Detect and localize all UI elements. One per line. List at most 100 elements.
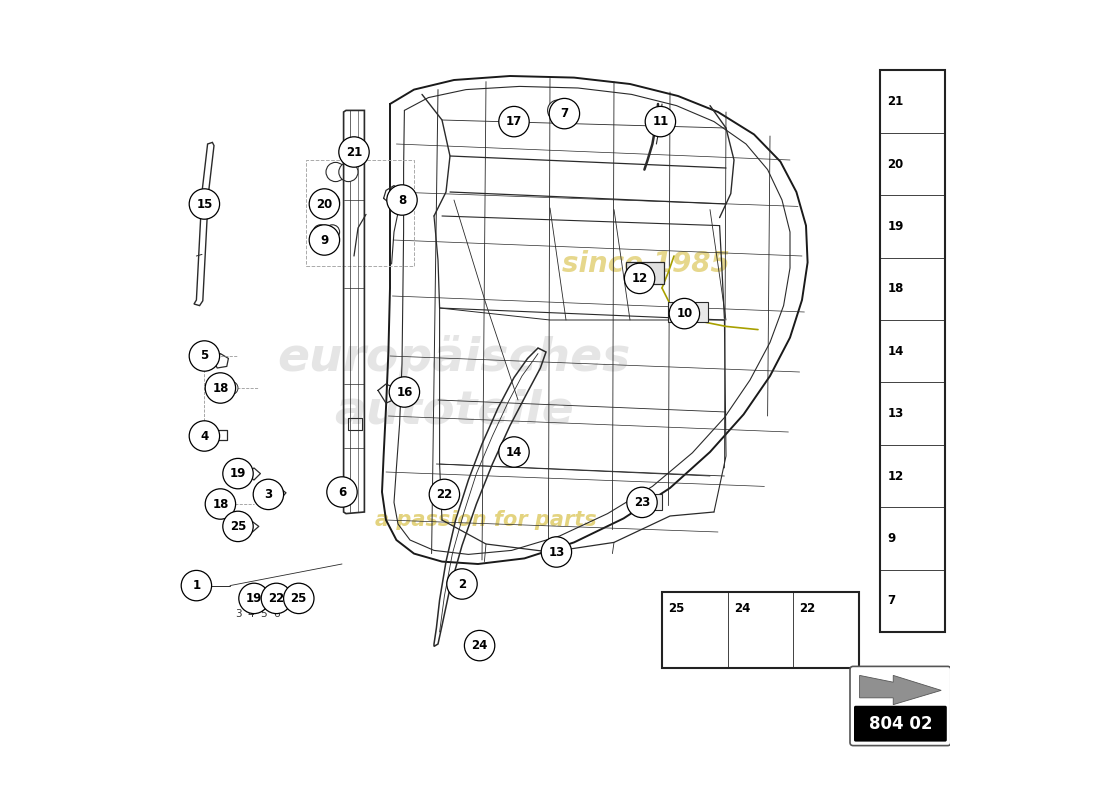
Text: 4: 4 [200, 430, 209, 442]
Circle shape [498, 437, 529, 467]
Text: 6: 6 [338, 486, 346, 498]
Circle shape [339, 162, 358, 182]
Circle shape [226, 382, 238, 394]
Circle shape [239, 583, 270, 614]
Bar [880, 195, 945, 258]
Text: 5: 5 [261, 610, 267, 619]
Circle shape [261, 583, 292, 614]
Circle shape [189, 421, 220, 451]
Circle shape [627, 487, 657, 518]
Polygon shape [859, 675, 942, 705]
Text: 11: 11 [652, 115, 669, 128]
Text: 22: 22 [268, 592, 285, 605]
Circle shape [182, 570, 211, 601]
Text: 23: 23 [634, 496, 650, 509]
Text: 12: 12 [888, 470, 904, 482]
FancyBboxPatch shape [850, 666, 950, 746]
Text: 24: 24 [472, 639, 487, 652]
FancyBboxPatch shape [854, 706, 947, 742]
Circle shape [669, 298, 700, 329]
Text: 18: 18 [212, 498, 229, 510]
Text: a passion for parts: a passion for parts [375, 510, 597, 530]
Circle shape [541, 537, 572, 567]
Circle shape [549, 98, 580, 129]
Circle shape [339, 137, 370, 167]
Text: 2: 2 [458, 578, 466, 590]
Bar [880, 320, 945, 382]
Bar [662, 592, 859, 668]
Circle shape [326, 162, 345, 182]
Text: 14: 14 [506, 446, 522, 458]
Text: 19: 19 [230, 467, 246, 480]
Text: 9: 9 [888, 532, 895, 545]
Text: 3: 3 [234, 610, 241, 619]
Text: 20: 20 [888, 158, 904, 170]
Circle shape [548, 100, 569, 121]
Text: 22: 22 [437, 488, 452, 501]
Bar [880, 382, 945, 445]
Circle shape [253, 479, 284, 510]
Circle shape [223, 458, 253, 489]
Text: 17: 17 [506, 115, 522, 128]
Text: 18: 18 [888, 282, 904, 295]
Circle shape [206, 498, 219, 510]
Bar [669, 302, 708, 322]
Circle shape [625, 263, 654, 294]
Text: 19: 19 [888, 220, 904, 233]
Text: 13: 13 [888, 407, 904, 420]
Text: 19: 19 [245, 592, 262, 605]
Text: 24: 24 [734, 602, 750, 615]
Circle shape [429, 479, 460, 510]
Text: 25: 25 [669, 602, 685, 615]
Circle shape [327, 477, 358, 507]
Text: 5: 5 [200, 350, 209, 362]
Text: 16: 16 [396, 386, 412, 398]
Circle shape [326, 225, 340, 239]
Text: 21: 21 [888, 95, 904, 108]
Text: 14: 14 [888, 345, 904, 358]
Text: 6: 6 [273, 610, 279, 619]
Circle shape [314, 225, 328, 239]
Text: 15: 15 [196, 198, 212, 210]
Circle shape [646, 106, 675, 137]
Bar [880, 258, 945, 320]
Text: 25: 25 [230, 520, 246, 533]
Circle shape [387, 185, 417, 215]
Bar [880, 445, 945, 507]
Bar [630, 494, 662, 510]
Circle shape [217, 498, 230, 510]
Circle shape [498, 106, 529, 137]
Text: 7: 7 [560, 107, 569, 120]
Text: 1: 1 [192, 579, 200, 592]
Text: 18: 18 [212, 382, 229, 394]
Bar [662, 592, 727, 668]
Bar [626, 262, 664, 284]
Bar [880, 70, 945, 632]
Text: 12: 12 [631, 272, 648, 285]
Bar [880, 133, 945, 195]
Text: 8: 8 [398, 194, 406, 206]
Circle shape [206, 489, 235, 519]
Circle shape [326, 194, 340, 209]
Text: 21: 21 [345, 146, 362, 158]
Circle shape [309, 189, 340, 219]
Circle shape [284, 583, 314, 614]
Circle shape [223, 511, 253, 542]
Text: 13: 13 [548, 546, 564, 558]
Text: 804 02: 804 02 [869, 714, 932, 733]
Bar [880, 570, 945, 632]
Circle shape [216, 382, 229, 394]
Text: 4: 4 [248, 610, 254, 619]
Text: 3: 3 [264, 488, 273, 501]
Text: since 1985: since 1985 [562, 250, 730, 278]
Circle shape [189, 341, 220, 371]
Circle shape [206, 373, 235, 403]
Text: 20: 20 [317, 198, 332, 210]
Text: 7: 7 [888, 594, 895, 607]
Bar [880, 70, 945, 133]
Bar [880, 507, 945, 570]
Bar [793, 592, 859, 668]
Text: 25: 25 [290, 592, 307, 605]
Circle shape [447, 569, 477, 599]
Text: 10: 10 [676, 307, 693, 320]
